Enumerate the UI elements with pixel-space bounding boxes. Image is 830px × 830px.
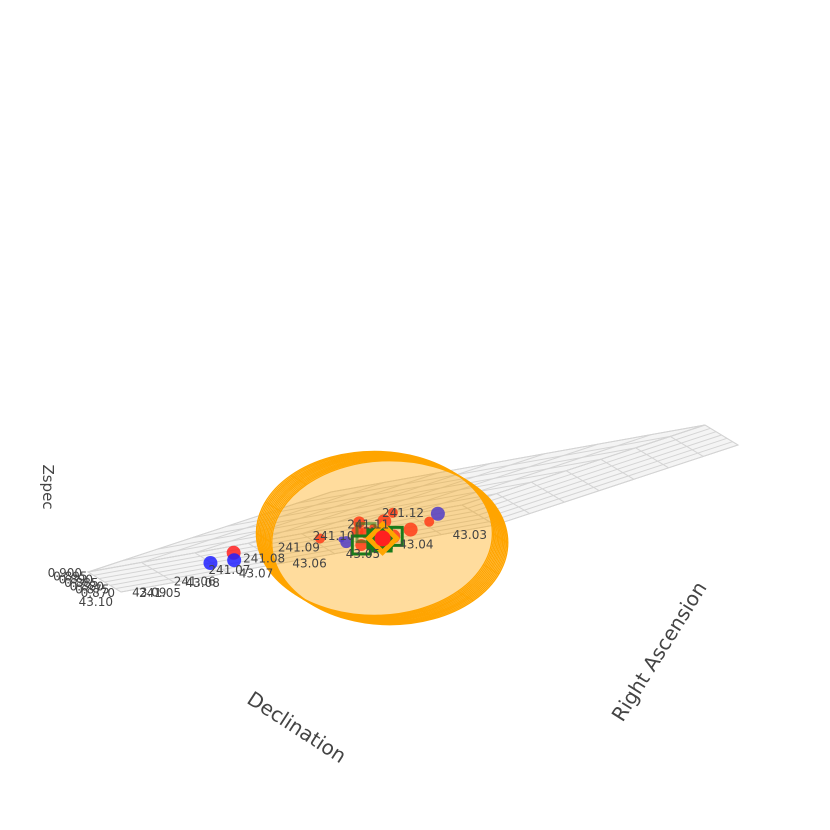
- data-point-red: [387, 507, 398, 518]
- y-tick-label: 43.09: [132, 585, 166, 599]
- y-tick-label: 43.10: [79, 595, 113, 609]
- z-tick-label: 0.895: [53, 569, 87, 583]
- member-box: [371, 528, 393, 550]
- grid-line-x: [192, 470, 567, 539]
- data-point-red: [424, 516, 435, 527]
- x-tick-label: 241.06: [174, 575, 216, 589]
- grid-line-z: [109, 517, 485, 586]
- x-tick-label: 241.07: [208, 563, 250, 577]
- grid-line-x: [330, 424, 706, 493]
- grid-line-z: [483, 437, 728, 519]
- z-tick-label: 0.880: [70, 579, 104, 593]
- data-point-red: [403, 522, 418, 537]
- x-axis-title: Right Ascension: [606, 577, 711, 725]
- grid-line-z: [87, 504, 463, 573]
- x-tick-label: 241.09: [278, 540, 320, 554]
- cylinder-meridian: [328, 608, 345, 619]
- cluster-center: [365, 520, 401, 556]
- grid-line-y: [194, 472, 439, 554]
- x-tick-label: 241.10: [313, 529, 355, 543]
- grid-line-x: [122, 493, 497, 562]
- grid-line-x: [226, 458, 601, 527]
- cylinder-meridian: [290, 590, 307, 602]
- grid-line-z: [478, 434, 722, 516]
- data-point-blue: [338, 536, 345, 543]
- cylinder-meridian: [374, 614, 391, 626]
- z-tick-label: 0.875: [75, 583, 109, 597]
- grid-line-z: [93, 507, 468, 576]
- y-tick-label: 43.05: [346, 547, 380, 561]
- data-point-blue: [430, 506, 445, 521]
- x-tick-label: 241.11: [347, 517, 389, 531]
- cylinder-meridian: [419, 608, 436, 619]
- grid-line-z: [489, 441, 733, 523]
- y-tick-label: 43.08: [185, 576, 219, 590]
- y-tick-label: 43.07: [239, 566, 273, 580]
- x-tick-label: 241.08: [243, 552, 285, 566]
- data-point-red: [315, 533, 326, 544]
- cylinder-meridian: [265, 564, 282, 575]
- z-tick-label: 0.890: [59, 573, 93, 587]
- grid-line-y: [87, 491, 332, 573]
- grid-line-z: [120, 524, 496, 593]
- center-point: [374, 530, 391, 547]
- z-tick-label: 0.870: [81, 586, 115, 600]
- grid-lines: [87, 424, 739, 593]
- grid-line-z: [472, 431, 717, 513]
- grid-line-z: [494, 444, 739, 526]
- z-axis-title: Zspec: [39, 464, 57, 509]
- grid-line-x: [261, 447, 636, 516]
- grid-line-y: [248, 462, 492, 544]
- y-axis-title: Declination: [243, 686, 351, 768]
- x-tick-label: 241.12: [382, 506, 424, 520]
- cylinder-edge: [255, 532, 273, 544]
- grid-line-y: [301, 453, 545, 535]
- data-point-blue: [203, 556, 218, 571]
- x-tick-label: 241.05: [139, 586, 181, 600]
- grid-line-x: [157, 481, 532, 550]
- y-tick-label: 43.04: [399, 538, 433, 552]
- grid-line-z: [467, 427, 711, 509]
- grid-line-x: [296, 435, 671, 504]
- tick-labels: 241.05241.06241.07241.08241.09241.10241.…: [48, 506, 487, 609]
- grid-line-z: [461, 424, 706, 506]
- cylinder-edge: [491, 532, 509, 544]
- grid-line-y: [408, 434, 652, 516]
- data-point-blue: [227, 553, 242, 568]
- z-tick-label: 0.885: [64, 576, 98, 590]
- y-tick-label: 43.03: [453, 528, 487, 542]
- cylinder-meridian: [457, 590, 474, 602]
- cylinder-meridian: [483, 564, 500, 575]
- center-diamond: [365, 520, 401, 556]
- grid-line-z: [115, 521, 490, 590]
- z-tick-label: 0.900: [48, 566, 82, 580]
- y-tick-label: 43.06: [292, 557, 326, 571]
